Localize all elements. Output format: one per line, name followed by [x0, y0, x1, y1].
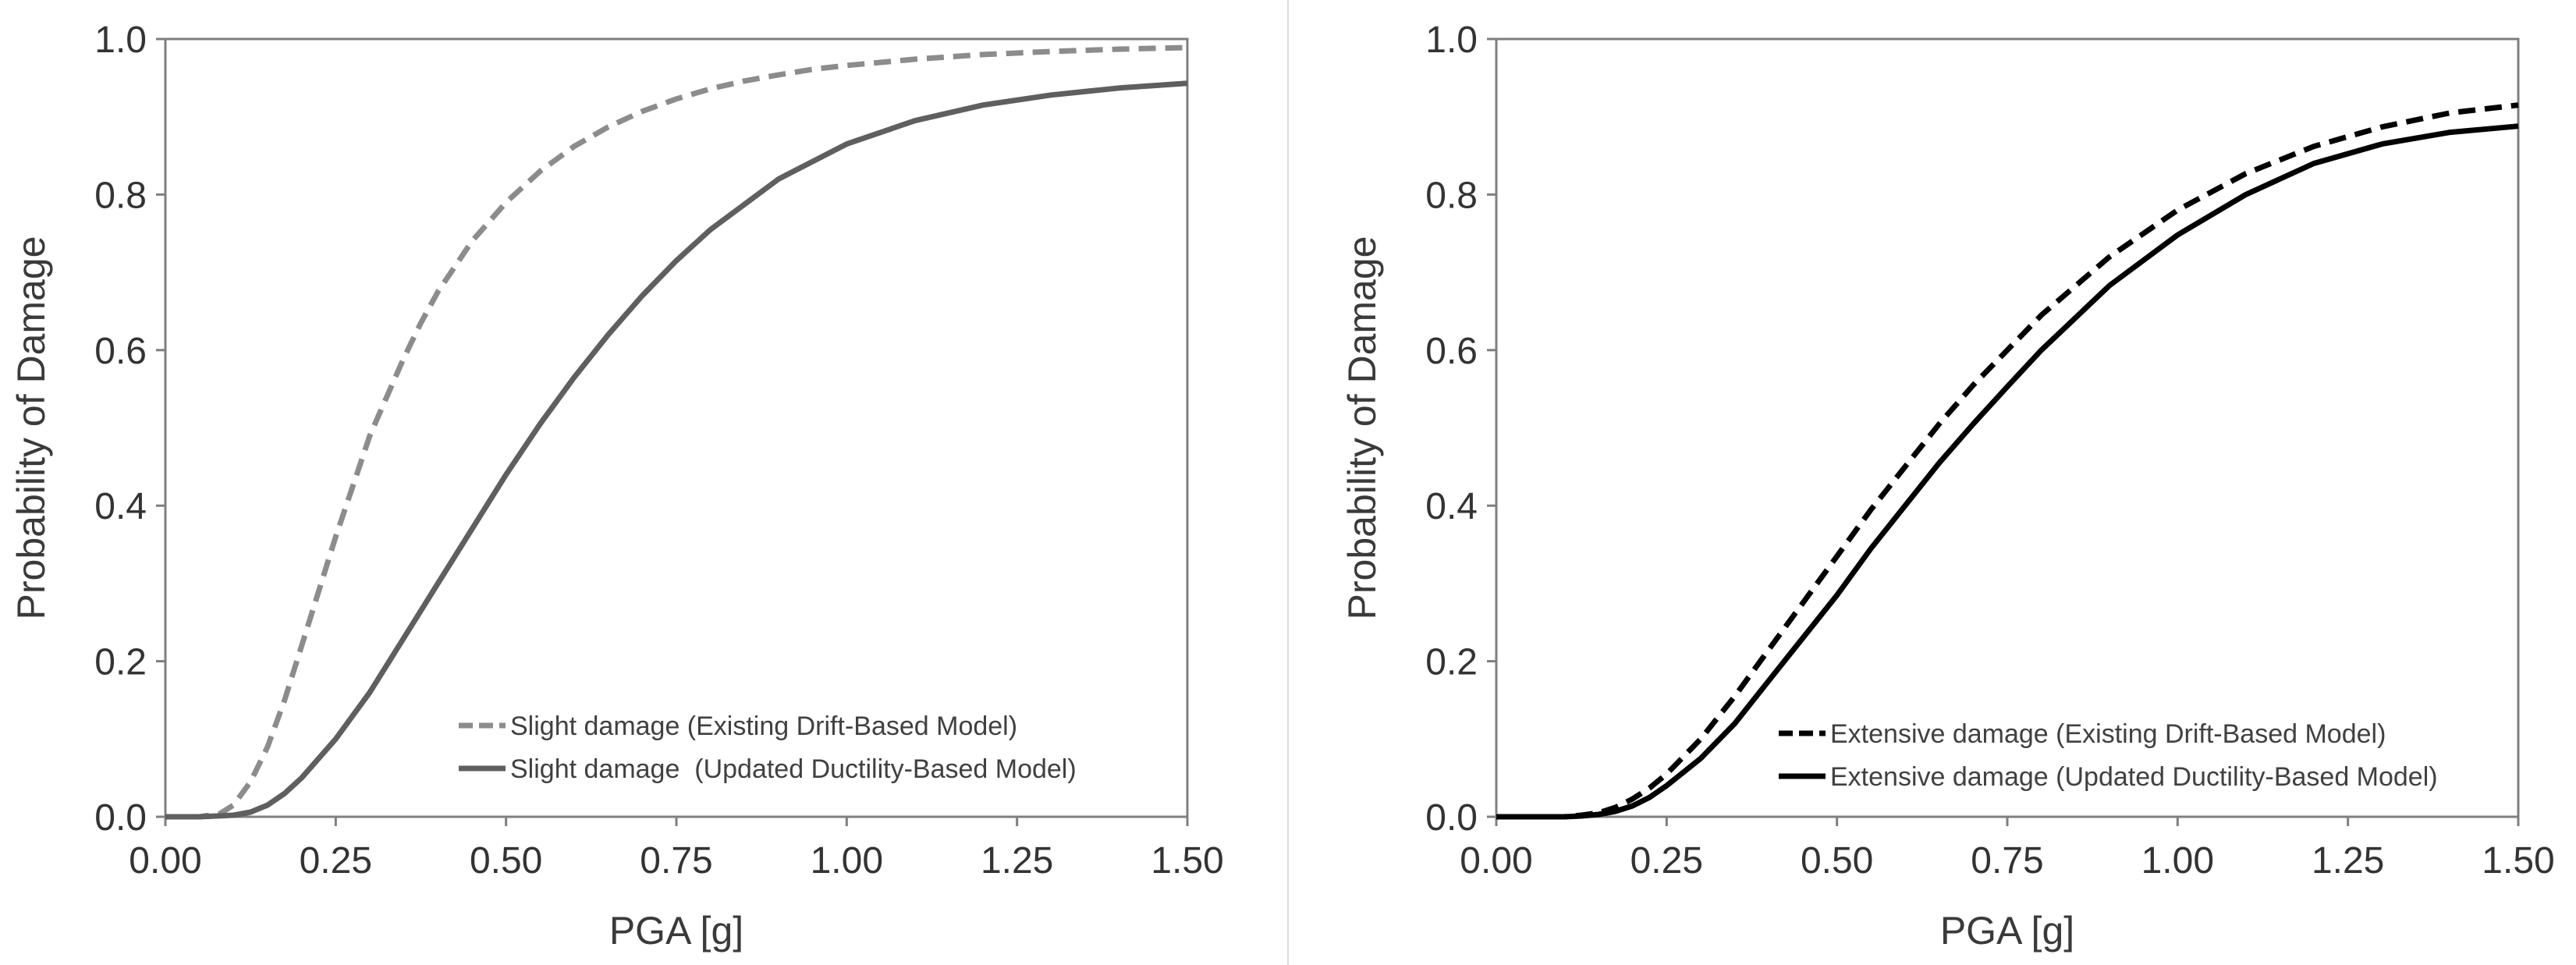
chart-slight-damage: 0.0 0.2 0.4 0.6 0.8 1.0 0.00 0.25 0.50 0.75 1.00 1.… — [9, 20, 1224, 953]
x-tick-label: 0.75 — [1971, 840, 2043, 882]
x-axis-title: PGA [g] — [609, 909, 743, 953]
series-line-slight-updated-ductility — [165, 80, 1188, 820]
series-line-extensive-updated-ductility — [1496, 123, 2519, 820]
legend-label: Extensive damage (Updated Ductility-Base… — [1830, 762, 2438, 792]
y-tick-label: 0.2 — [1425, 642, 1478, 683]
x-tick-label: 1.50 — [1151, 840, 1223, 882]
legend: Extensive damage (Existing Drift-Based M… — [1779, 719, 2438, 792]
y-tick-label: 0.6 — [94, 331, 147, 372]
y-tick-label: 1.0 — [94, 20, 147, 61]
x-tick-label: 1.25 — [981, 840, 1053, 882]
plot-area-frame — [1495, 37, 2520, 818]
y-axis-title: Probability of Damage — [9, 236, 53, 620]
y-axis-title: Probability of Damage — [1340, 236, 1384, 620]
chart-extensive-damage: 0.0 0.2 0.4 0.6 0.8 1.0 0.00 0.25 0.50 0.75 1.00 1.… — [1340, 20, 2555, 953]
y-tick-label: 1.0 — [1425, 20, 1478, 61]
legend-label: Extensive damage (Existing Drift-Based M… — [1830, 719, 2386, 749]
series-line-slight-existing-drift — [165, 44, 1188, 820]
x-tick-label: 0.50 — [470, 840, 542, 882]
legend: Slight damage (Existing Drift-Based Mode… — [459, 711, 1077, 784]
x-tick-label: 0.25 — [300, 840, 372, 882]
legend-label: Slight damage (Updated Ductility-Based M… — [510, 754, 1077, 784]
x-axis-title: PGA [g] — [1940, 909, 2074, 953]
y-tick-label: 0.0 — [94, 797, 147, 839]
series-line-extensive-existing-drift — [1496, 102, 2519, 820]
y-tick-label: 0.4 — [94, 486, 147, 527]
y-tick-label: 0.6 — [1425, 331, 1478, 372]
x-tick-label: 1.50 — [2482, 840, 2554, 882]
y-tick-label: 0.4 — [1425, 486, 1478, 527]
x-tick-label: 0.75 — [640, 840, 712, 882]
y-tick-label: 0.2 — [94, 642, 147, 683]
x-tick-label: 0.00 — [1460, 840, 1532, 882]
x-tick-label: 0.00 — [129, 840, 201, 882]
panel-divider — [1287, 0, 1289, 965]
plot-area-frame — [164, 37, 1189, 818]
x-tick-label: 1.00 — [811, 840, 883, 882]
x-tick-label: 0.25 — [1630, 840, 1703, 882]
y-tick-label: 0.0 — [1425, 797, 1478, 839]
x-tick-label: 0.50 — [1801, 840, 1873, 882]
legend-label: Slight damage (Existing Drift-Based Mode… — [510, 711, 1017, 741]
y-tick-label: 0.8 — [1425, 175, 1478, 216]
x-tick-label: 1.00 — [2141, 840, 2214, 882]
x-tick-label: 1.25 — [2312, 840, 2384, 882]
y-tick-label: 0.8 — [94, 175, 147, 216]
